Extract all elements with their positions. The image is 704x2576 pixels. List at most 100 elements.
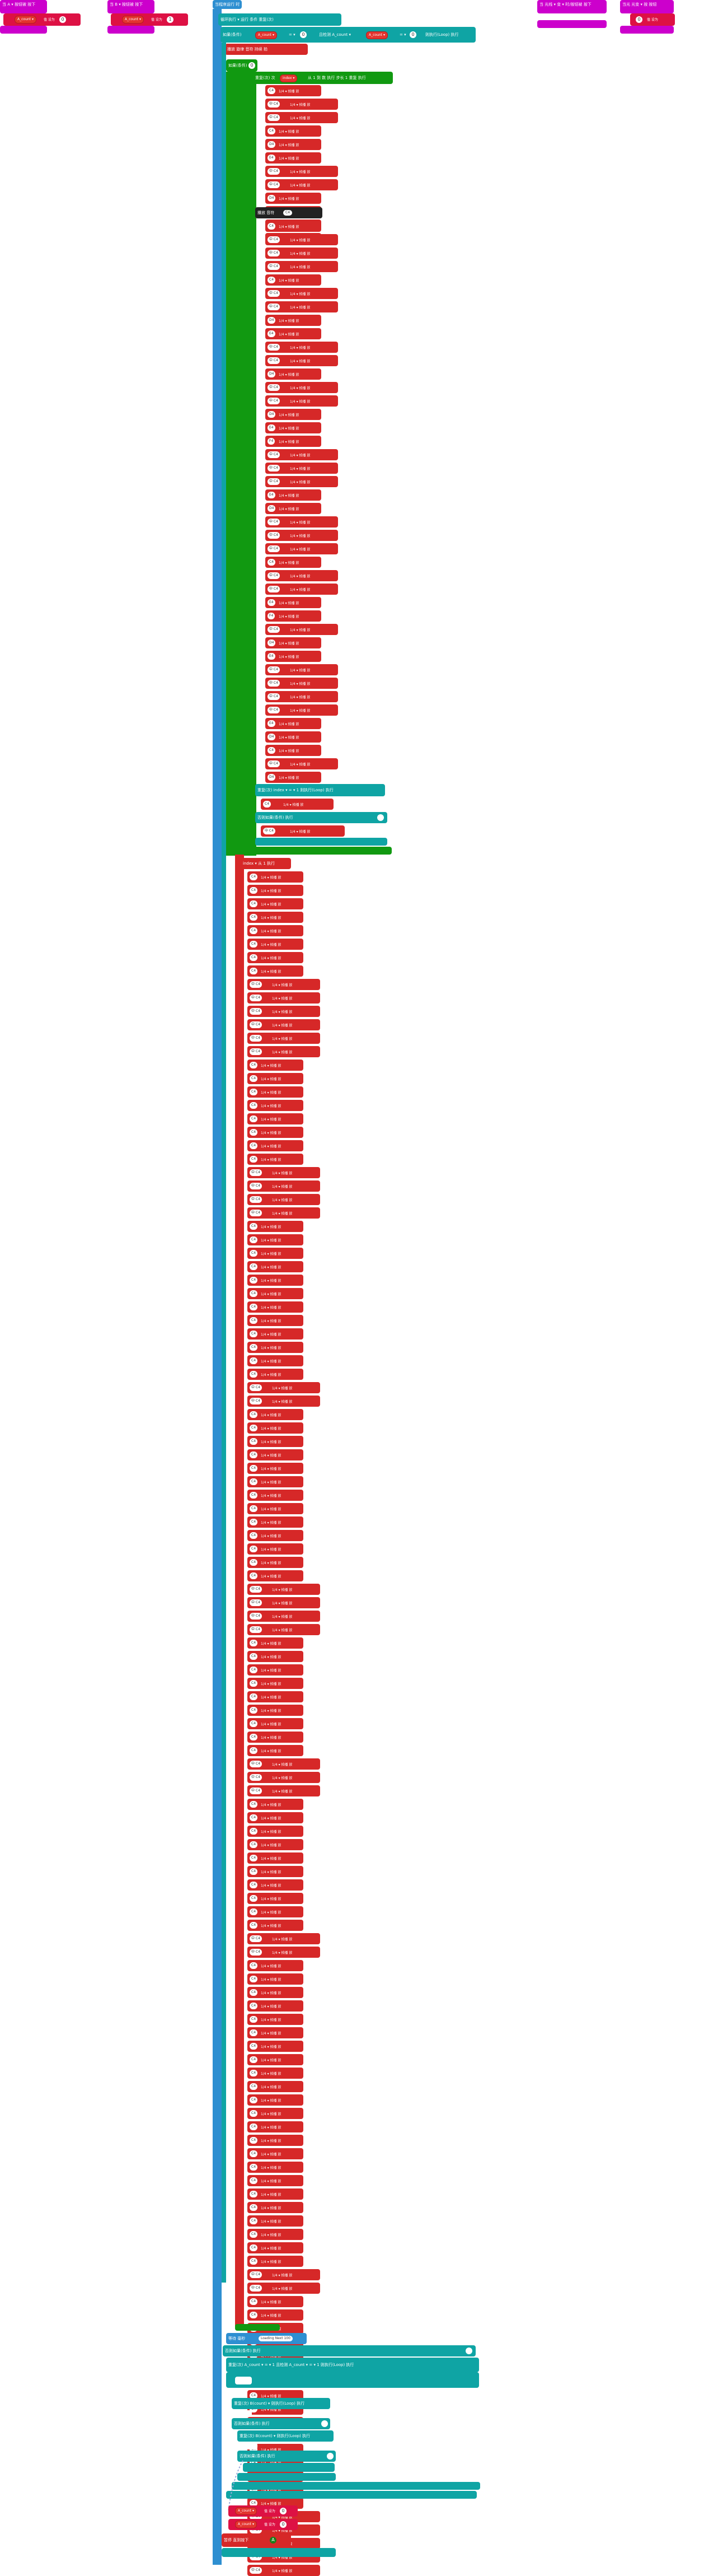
- note-value[interactable]: C4: [267, 747, 276, 754]
- note-row[interactable]: 中 C4 1/4 ▾ 拍播 放: [247, 1947, 320, 1958]
- plus-icon[interactable]: [377, 814, 384, 821]
- note-value[interactable]: E4: [267, 424, 275, 431]
- note-value[interactable]: C4: [250, 1519, 258, 1525]
- note-row[interactable]: E4 1/4 ▾ 拍播 放: [265, 597, 321, 608]
- wait-input[interactable]: Loading Next 100: [259, 2336, 293, 2341]
- note-value[interactable]: 中 C4: [250, 1384, 262, 1391]
- note-value[interactable]: C4: [250, 900, 258, 907]
- else-row[interactable]: 中 C4 1/4 ▾ 拍播 放: [261, 825, 345, 837]
- note-value[interactable]: C4: [250, 1572, 258, 1579]
- final-var-1[interactable]: A_count ▾: [235, 2507, 257, 2515]
- note-row[interactable]: 中 C4 1/4 ▾ 拍播 放: [265, 543, 338, 554]
- note-value[interactable]: C4: [250, 1505, 258, 1512]
- note-row[interactable]: 中 C4 1/4 ▾ 拍播 放: [265, 355, 338, 366]
- note-row[interactable]: 中 C4 1/4 ▾ 拍播 放: [247, 1006, 320, 1017]
- note-value[interactable]: 中 C4: [250, 2271, 262, 2278]
- note-value[interactable]: C4: [250, 1559, 258, 1566]
- note-value[interactable]: D4: [267, 640, 276, 646]
- note-value[interactable]: 中 C4: [250, 995, 262, 1001]
- note-row[interactable]: 中 C4 1/4 ▾ 拍播 放: [265, 704, 338, 716]
- note-value[interactable]: C4: [250, 2124, 258, 2130]
- note-value[interactable]: C4: [250, 2177, 258, 2184]
- final-set-1[interactable]: A_count ▾ 值 设为 0: [228, 2505, 298, 2517]
- final-num-2[interactable]: 0: [280, 2521, 287, 2528]
- note-value[interactable]: C4: [250, 1156, 258, 1163]
- note-value[interactable]: C4: [250, 2056, 258, 2063]
- note-value[interactable]: C4: [250, 968, 258, 974]
- note-value[interactable]: C4: [250, 1357, 258, 1364]
- note-value[interactable]: 中 C4: [250, 1021, 262, 1028]
- note-value[interactable]: D4: [267, 317, 276, 324]
- note-value[interactable]: 中 C4: [267, 101, 280, 108]
- note-value[interactable]: 中 C4: [267, 693, 280, 700]
- note-row[interactable]: 中 C4 1/4 ▾ 拍播 放: [247, 1167, 320, 1178]
- note-value[interactable]: C4: [250, 1478, 258, 1485]
- note-value[interactable]: C4: [250, 1841, 258, 1848]
- note-row[interactable]: 中 C4 1/4 ▾ 拍播 放: [247, 979, 320, 990]
- note-value[interactable]: C4: [250, 2244, 258, 2251]
- note-value[interactable]: 中 C4: [267, 451, 280, 458]
- note-row[interactable]: 中 C4 1/4 ▾ 拍播 放: [265, 179, 338, 190]
- note-value[interactable]: C4: [250, 1908, 258, 1915]
- note-value[interactable]: 中 C4: [263, 828, 275, 834]
- note-value[interactable]: C4: [250, 1801, 258, 1808]
- note-value[interactable]: 中 C4: [250, 1949, 262, 1956]
- bottom-else[interactable]: 否则如果(条件) 执行: [232, 2418, 330, 2429]
- note-row[interactable]: F4 1/4 ▾ 拍播 放: [265, 610, 321, 622]
- event-block-light-2[interactable]: 当光 光变 ▾ 按 按钮: [620, 0, 674, 13]
- note-row[interactable]: 中 C4 1/4 ▾ 拍播 放: [265, 395, 338, 407]
- note-value[interactable]: C4: [250, 1828, 258, 1835]
- note-value[interactable]: C4: [250, 2150, 258, 2157]
- note-value[interactable]: 中 C4: [267, 545, 280, 552]
- note-value[interactable]: 中 C4: [250, 2567, 262, 2574]
- note-value[interactable]: 中 C4: [250, 1613, 262, 1620]
- bottom-condition[interactable]: 重复(次) A_count ▾ = ▾ 1 且检测 A_count ▾ = ▾ …: [226, 2358, 479, 2372]
- note-value[interactable]: C4: [250, 1344, 258, 1351]
- note-value[interactable]: 中 C4: [267, 666, 280, 673]
- note-value[interactable]: 中 C4: [267, 250, 280, 256]
- note-value[interactable]: C4: [250, 2016, 258, 2023]
- note-row[interactable]: F4 1/4 ▾ 拍播 放: [265, 436, 321, 447]
- note-row[interactable]: E4 1/4 ▾ 拍播 放: [265, 328, 321, 339]
- note-value[interactable]: C4: [250, 1102, 258, 1109]
- note-value[interactable]: 中 C4: [250, 1035, 262, 1042]
- note-value[interactable]: C4: [250, 941, 258, 948]
- note-value[interactable]: 中 C4: [267, 532, 280, 539]
- event-block-b-pressed[interactable]: 当 B ▾ 按钮被 按下: [107, 0, 154, 13]
- note-row[interactable]: 中 C4 1/4 ▾ 拍播 放: [265, 342, 338, 353]
- note-value[interactable]: D4: [267, 734, 276, 740]
- program-hat-block[interactable]: 当程序运行 时: [213, 0, 242, 9]
- note-value[interactable]: C4: [250, 2043, 258, 2050]
- note-value[interactable]: C4: [250, 927, 258, 934]
- note-value[interactable]: 中 C4: [267, 680, 280, 687]
- note-value[interactable]: C4: [250, 1438, 258, 1445]
- bottom-else-2[interactable]: 否则如果(条件) 执行: [237, 2451, 336, 2462]
